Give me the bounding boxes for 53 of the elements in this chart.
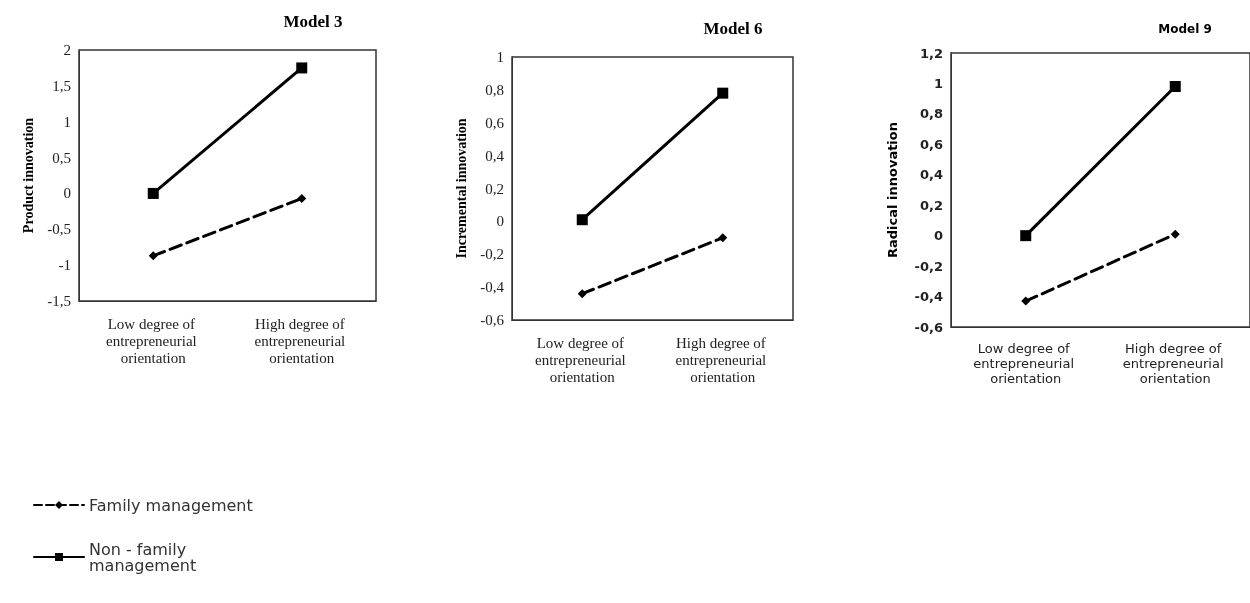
- y-axis-title: Radical innovation: [885, 121, 900, 259]
- point: [1020, 230, 1032, 242]
- y-tick-label: 0: [63, 185, 71, 202]
- point: [297, 193, 307, 203]
- y-tick-label: 0,2: [485, 180, 504, 197]
- y-tick-label: -0,6: [480, 312, 505, 328]
- y-axis-title: Product innovation: [20, 117, 36, 234]
- y-tick-label: 0,4: [485, 147, 505, 164]
- x-tick-label: High degree of entrepreneurial orientation: [675, 334, 771, 385]
- y-tick-label: -0,2: [914, 258, 943, 274]
- point: [1169, 80, 1181, 92]
- chart-title: Model 3: [283, 12, 343, 31]
- y-tick-label: -1,5: [47, 293, 71, 309]
- point: [1170, 229, 1180, 239]
- x-tick-label: High degree of entrepreneurial orientation: [254, 315, 350, 366]
- y-tick-label: 1,2: [919, 45, 943, 61]
- y-tick-label: 0,6: [919, 136, 943, 152]
- legend-label: Non - family management: [89, 539, 197, 575]
- point: [718, 233, 728, 243]
- y-tick-label: -0,4: [480, 279, 505, 296]
- y-tick-label: 1,5: [52, 77, 71, 94]
- y-axis-title: Incremental innovation: [453, 118, 469, 259]
- y-tick-label: 0,2: [919, 197, 943, 213]
- point: [1021, 296, 1031, 306]
- y-tick-label: 1: [933, 75, 943, 91]
- chart-title: Model 6: [703, 19, 763, 38]
- chart-title: Model 9: [1158, 22, 1212, 36]
- y-tick-label: 0: [933, 228, 943, 244]
- x-tick-label: Low degree of entrepreneurial orientation: [973, 341, 1079, 386]
- point: [147, 187, 159, 199]
- y-tick-label: -0,5: [47, 221, 71, 238]
- y-tick-label: 1: [63, 113, 71, 130]
- point: [296, 62, 308, 74]
- legend-label: Family management: [89, 495, 253, 515]
- y-tick-label: 0,6: [485, 114, 505, 131]
- y-tick-label: -0,4: [914, 289, 943, 305]
- y-tick-label: -1: [58, 257, 71, 274]
- y-tick-label: -0,6: [914, 319, 943, 335]
- point: [717, 87, 729, 99]
- x-tick-label: Low degree of entrepreneurial orientation: [534, 334, 630, 385]
- y-tick-label: 1: [496, 49, 504, 65]
- y-tick-label: 0,4: [919, 167, 943, 183]
- point: [148, 251, 158, 261]
- x-tick-label: Low degree of entrepreneurial orientation: [105, 315, 201, 366]
- point: [576, 214, 588, 226]
- y-tick-label: 0: [496, 213, 504, 230]
- y-tick-label: -0,2: [480, 246, 504, 263]
- y-tick-label: 2: [63, 42, 71, 58]
- x-tick-label: High degree of entrepreneurial orientation: [1122, 341, 1228, 386]
- y-tick-label: 0,8: [919, 106, 943, 122]
- y-tick-label: 0,5: [52, 149, 71, 166]
- point: [577, 289, 587, 299]
- y-tick-label: 0,8: [485, 81, 504, 98]
